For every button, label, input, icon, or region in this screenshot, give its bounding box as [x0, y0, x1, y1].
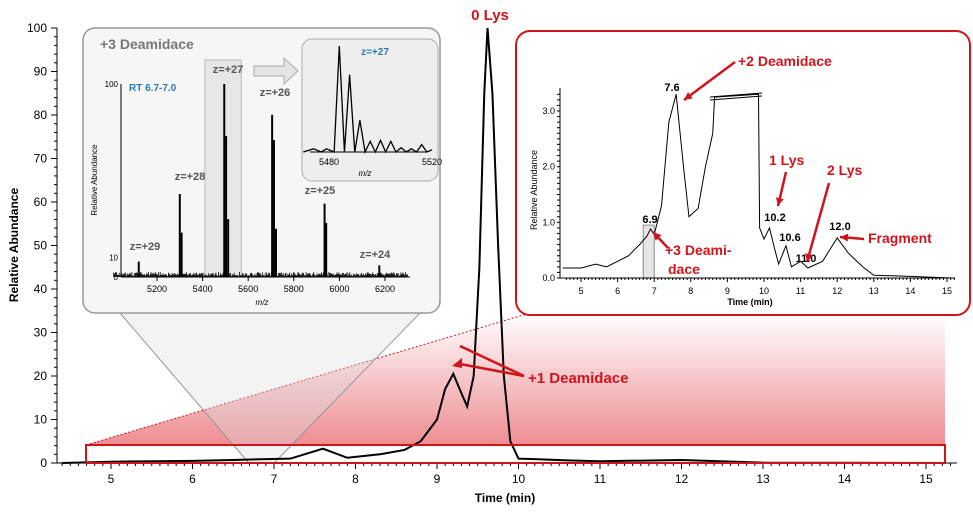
- y-tick-label: 20: [34, 369, 48, 383]
- x-tick-label: 11: [796, 286, 805, 296]
- annotation-0-lys: 0 Lys: [471, 7, 509, 24]
- y-tick-label: 0.0: [542, 273, 555, 283]
- x-tick-label: 13: [756, 472, 770, 486]
- annotation-label: 1 Lys: [769, 152, 804, 168]
- x-tick-label: 6000: [329, 284, 349, 294]
- x-tick-label: 10: [759, 286, 769, 296]
- x-tick-label: 15: [942, 286, 952, 296]
- y-axis-label: Relative Abundance: [90, 144, 99, 216]
- x-tick-label: 14: [838, 472, 852, 486]
- highlight-region: [205, 60, 241, 277]
- y-tick-label: 90: [34, 65, 48, 79]
- annotation-1-deamidace: +1 Deamidace: [528, 370, 628, 387]
- x-axis-label: Time (min): [727, 297, 772, 307]
- peak-label: 10.2: [764, 212, 785, 224]
- charge-state-label: z=+26: [260, 87, 291, 99]
- annotation-label: dace: [668, 261, 700, 277]
- x-tick-label: 8: [688, 286, 693, 296]
- y-tick-label: 1.0: [542, 217, 555, 227]
- y-tick-label: 30: [34, 326, 48, 340]
- y-axis-label: Relative Abundance: [529, 150, 539, 230]
- x-axis-label: m/z: [359, 169, 372, 178]
- annotation-label: +2 Deamidace: [738, 53, 832, 69]
- x-axis-label: m/z: [256, 298, 269, 307]
- y-tick-label: 50: [34, 239, 48, 253]
- x-tick-label: 6200: [375, 284, 395, 294]
- annotation-label: Fragment: [868, 230, 932, 246]
- annotation-label: 2 Lys: [827, 162, 862, 178]
- x-tick-label: 6: [615, 286, 620, 296]
- x-tick-label: 7: [652, 286, 657, 296]
- x-tick-label: 5: [108, 472, 115, 486]
- y-axis-label: Relative Abundance: [7, 188, 21, 303]
- x-tick-label: 12: [832, 286, 842, 296]
- x-tick-label: 5480: [319, 157, 339, 167]
- peak-label: 12.0: [829, 221, 850, 233]
- x-tick-label: 12: [675, 472, 689, 486]
- peak-label: 6.9: [642, 214, 657, 226]
- y-tick-label: 2.0: [542, 162, 555, 172]
- x-tick-label: 5800: [284, 284, 304, 294]
- charge-state-label: z=+29: [130, 241, 161, 253]
- charge-state-label: z=+27: [213, 64, 244, 76]
- x-tick-label: 9: [434, 472, 441, 486]
- zoomed-chromatogram-inset: 5 6 7 8 9 10 11 12 13 14 15 0.0 1.0 2.0 3.0 Time (min) R…: [516, 31, 970, 315]
- x-tick-label: 5600: [238, 284, 258, 294]
- charge-state-label: z=+25: [305, 185, 336, 197]
- x-tick-label: 6: [189, 472, 196, 486]
- x-axis-label: Time (min): [475, 491, 535, 505]
- y-tick-label: 40: [34, 282, 48, 296]
- charge-state-label: z=+24: [360, 249, 391, 261]
- retention-time-label: RT 6.7-7.0: [129, 83, 177, 94]
- mass-spectrum-inset: +3 Deamidace 5200 5400 5600 5800 6000 6200 0 10 1…: [83, 28, 442, 313]
- x-tick-label: 13: [869, 286, 879, 296]
- sub-inset-title: z=+27: [361, 47, 389, 58]
- inset-title: +3 Deamidace: [100, 36, 194, 52]
- peak-label: 10.6: [779, 232, 800, 244]
- x-tick-label: 8: [352, 472, 359, 486]
- x-tick-label: 9: [725, 286, 730, 296]
- y-tick-label: 80: [34, 108, 48, 122]
- x-tick-label: 5400: [193, 284, 213, 294]
- y-tick-label: 0: [40, 456, 47, 470]
- x-tick-label: 10: [512, 472, 526, 486]
- x-tick-label: 14: [905, 286, 915, 296]
- x-tick-label: 7: [271, 472, 278, 486]
- y-tick-label: 100: [105, 80, 119, 89]
- y-tick-label: 3.0: [542, 106, 555, 116]
- y-tick-label: 10: [34, 413, 48, 427]
- y-tick-label: 100: [27, 21, 47, 35]
- y-tick-label: 70: [34, 152, 48, 166]
- annotation-label: +3 Deami-: [665, 242, 732, 258]
- x-tick-label: 11: [594, 472, 607, 486]
- x-tick-label: 5520: [422, 157, 442, 167]
- x-tick-label: 15: [919, 472, 933, 486]
- x-tick-label: 5: [578, 286, 583, 296]
- y-tick-label: 60: [34, 195, 48, 209]
- inset-frame: [516, 31, 970, 315]
- charge-state-label: z=+28: [175, 171, 206, 183]
- x-tick-label: 5200: [147, 284, 167, 294]
- y-tick-label: 10: [109, 254, 118, 263]
- peak-label: 7.6: [664, 82, 679, 94]
